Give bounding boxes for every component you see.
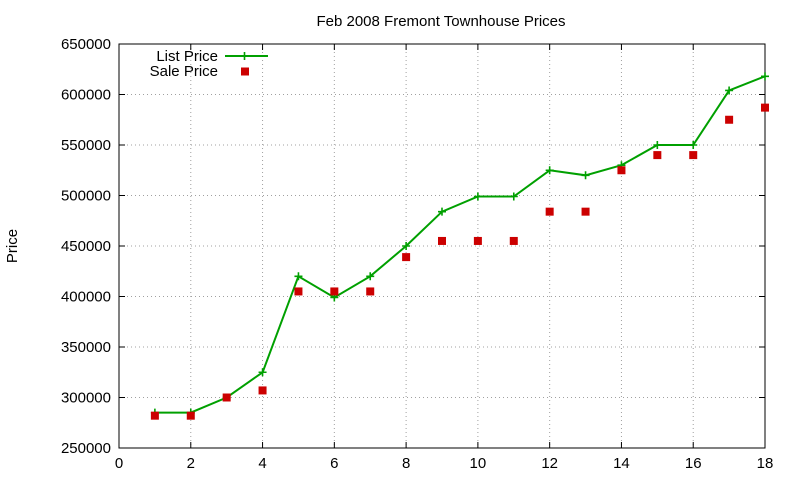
- sale-price-point: [689, 151, 698, 160]
- x-tick-label: 10: [470, 455, 487, 472]
- sale-price-point: [222, 393, 231, 402]
- y-tick-label: 300000: [61, 390, 111, 407]
- x-tick-label: 0: [115, 455, 123, 472]
- x-tick-label: 4: [258, 455, 266, 472]
- sale-price-point: [725, 115, 734, 124]
- y-tick-label: 600000: [61, 87, 111, 104]
- sale-price-point: [473, 236, 482, 245]
- legend-label-sale-price: Sale Price: [150, 63, 218, 80]
- legend-swatch-sale-price: [241, 67, 249, 76]
- sale-price-point: [653, 151, 662, 160]
- x-tick-label: 2: [187, 455, 195, 472]
- list-price-point: [545, 166, 554, 175]
- sale-price-point: [150, 411, 159, 420]
- y-tick-label: 500000: [61, 188, 111, 205]
- x-tick-label: 14: [613, 455, 630, 472]
- list-price-point: [725, 86, 734, 95]
- sale-price-point: [545, 207, 554, 216]
- sale-price-point: [186, 411, 195, 420]
- x-tick-label: 6: [330, 455, 338, 472]
- sale-price-point: [581, 207, 590, 216]
- sale-price-point: [294, 287, 303, 296]
- y-tick-label: 400000: [61, 289, 111, 306]
- sale-price-point: [617, 166, 626, 175]
- axis-ticks: 250000 300000 350000 400000 450000 500000 5500…: [61, 36, 773, 472]
- list-price-point: [761, 72, 769, 81]
- sale-price-point: [402, 253, 411, 262]
- x-tick-label: 18: [757, 455, 774, 472]
- y-tick-label: 350000: [61, 339, 111, 356]
- list-price-point: [581, 171, 590, 180]
- x-tick-label: 12: [541, 455, 558, 472]
- list-price-point: [402, 242, 411, 250]
- legend-marker-list-price: [240, 52, 249, 60]
- x-tick-label: 16: [685, 455, 702, 472]
- sale-price-point: [761, 103, 769, 112]
- list-price-point: [366, 272, 375, 281]
- y-tick-label: 650000: [61, 36, 111, 53]
- list-price-point: [509, 192, 518, 201]
- list-price-point: [653, 141, 662, 149]
- list-price-point: [438, 207, 446, 216]
- list-price-point: [294, 272, 303, 281]
- y-tick-label: 550000: [61, 137, 111, 154]
- list-price-point: [258, 368, 267, 377]
- chart-title: Feb 2008 Fremont Townhouse Prices: [316, 13, 565, 30]
- list-price-point: [473, 192, 482, 201]
- y-tick-label: 450000: [61, 238, 111, 255]
- sale-price-point: [258, 386, 267, 395]
- legend: List Price Sale Price: [150, 48, 268, 80]
- sale-price-point: [366, 287, 375, 296]
- series-layer: [150, 72, 769, 420]
- y-axis-label: Price: [4, 229, 21, 263]
- sale-price-point: [438, 236, 446, 245]
- sale-price-point: [330, 287, 339, 296]
- x-tick-label: 8: [402, 455, 410, 472]
- grid: [119, 44, 765, 448]
- sale-price-point: [509, 236, 518, 245]
- list-price-line: [154, 75, 766, 414]
- list-price-point: [689, 141, 698, 149]
- legend-label-list-price: List Price: [156, 48, 218, 65]
- y-tick-label: 250000: [61, 440, 111, 457]
